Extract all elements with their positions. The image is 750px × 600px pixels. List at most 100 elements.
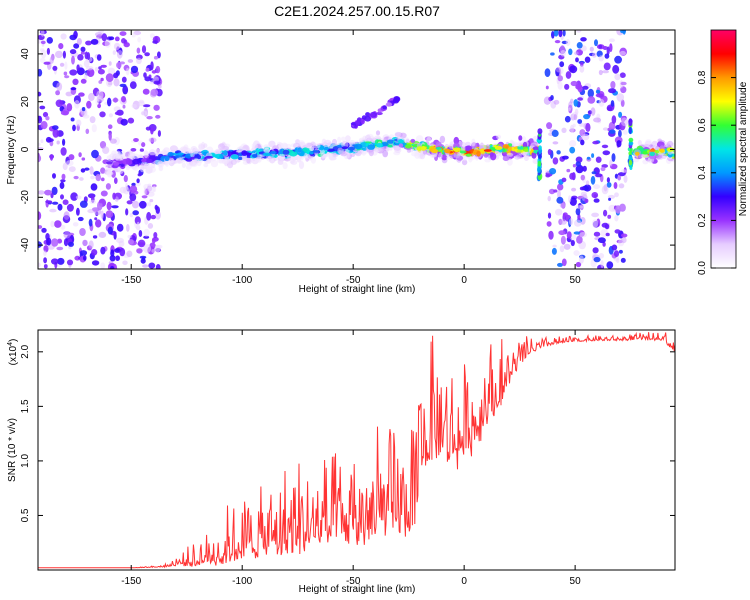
spectrogram-mark-219 xyxy=(40,121,48,130)
spectrogram-mark-472 xyxy=(100,77,104,82)
spectrogram-mark-2451 xyxy=(558,30,563,38)
spectrogram-mark-2386 xyxy=(575,156,583,163)
spectrogram-mark-421 xyxy=(156,88,163,97)
spectrogram-mark-46 xyxy=(72,78,79,86)
spectrogram-mark-483 xyxy=(154,204,158,211)
spectrogram-mark-2503 xyxy=(591,52,597,58)
spectrogram-mark-319 xyxy=(71,55,75,65)
spectrogram-mark-199 xyxy=(77,216,84,222)
spectrogram-mark-298 xyxy=(155,264,161,269)
spectrogram-mark-2319 xyxy=(613,182,618,189)
spectrogram-mark-50 xyxy=(131,200,140,209)
spectrogram-mark-423 xyxy=(60,147,67,156)
spectrogram-mark-531 xyxy=(375,130,381,136)
spectrogram-mark-200 xyxy=(80,78,87,84)
spectrogram-mark-2306 xyxy=(565,71,572,79)
spectrogram-mark-403 xyxy=(49,208,57,213)
spectrogram-mark-2569 xyxy=(611,153,616,162)
spectrogram-mark-54 xyxy=(112,50,116,55)
colorbar-tick-label-1: 0.2 xyxy=(697,213,708,227)
spectrogram-mark-336 xyxy=(113,42,121,51)
spectrogram-mark-114 xyxy=(89,166,94,175)
spectrogram-mark-2808 xyxy=(649,149,656,153)
spectrogram-mark-2029 xyxy=(203,162,209,168)
spectrogram-mark-2227 xyxy=(309,146,314,151)
spectrogram-mark-156 xyxy=(94,217,98,221)
spectrogram-mark-2528 xyxy=(572,164,577,168)
spectrogram-mark-2170 xyxy=(222,150,228,156)
spectrogram-mark-2305 xyxy=(587,88,594,98)
spectrogram-mark-1903 xyxy=(420,149,427,157)
spectrogram-mark-2379 xyxy=(557,183,564,191)
spectrogram-mark-2347 xyxy=(552,157,559,165)
spectrogram-mark-305 xyxy=(73,30,78,39)
spectrogram-mark-89 xyxy=(92,235,98,239)
spectrogram-mark-2484 xyxy=(594,39,598,47)
spectrogram-mark-488 xyxy=(130,65,139,74)
spectrogram-mark-2560 xyxy=(579,232,587,238)
spectrogram-mark-190 xyxy=(60,33,67,40)
spectrogram-mark-2187 xyxy=(217,143,226,151)
spectrogram-mark-2592 xyxy=(549,168,557,175)
spectrogram-mark-254 xyxy=(38,225,43,229)
spectrogram-mark-2087 xyxy=(368,148,374,157)
spectrogram-mark-2593 xyxy=(560,235,566,245)
spectrogram-mark-334 xyxy=(39,57,46,63)
spectrogram-mark-357 xyxy=(70,192,78,201)
spectrogram-mark-2138 xyxy=(205,155,214,159)
colorbar-tick-label-2: 0.4 xyxy=(697,165,708,179)
spectrogram-mark-2192 xyxy=(416,146,423,151)
spectrogram-mark-420 xyxy=(83,59,90,68)
spectrogram-mark-176 xyxy=(126,200,133,205)
spectrogram-mark-2815 xyxy=(653,146,660,151)
spectrogram-mark-2224 xyxy=(397,139,405,143)
spectrogram-mark-395 xyxy=(78,92,85,97)
spectrogram-mark-2145 xyxy=(365,134,371,141)
spectrogram-mark-440 xyxy=(143,228,150,237)
spectrogram-mark-117 xyxy=(157,51,161,59)
spectrogram-mark-306 xyxy=(55,90,60,96)
spectrogram-mark-2148 xyxy=(113,161,120,166)
spectrogram-mark-24 xyxy=(108,61,112,66)
spectrogram-mark-2449 xyxy=(561,127,567,133)
spectrogram-mark-2351 xyxy=(559,245,565,253)
spectrogram-mark-711 xyxy=(532,158,540,164)
spectrogram-mark-459 xyxy=(77,54,84,61)
spectrogram-mark-335 xyxy=(79,228,86,236)
spectrogram-mark-2093 xyxy=(394,147,402,153)
spectrogram-mark-2477 xyxy=(574,51,579,56)
spectrogram-mark-2619 xyxy=(579,186,585,191)
spectrogram-mark-193 xyxy=(146,116,153,120)
spectrogram-mark-406 xyxy=(155,65,161,74)
spectrogram-mark-2513 xyxy=(597,237,606,244)
spectrogram-mark-2467 xyxy=(544,68,551,77)
spectrogram-mark-364 xyxy=(68,154,75,161)
spectrogram-mark-2507 xyxy=(612,64,620,74)
spectrogram-mark-214 xyxy=(63,211,70,220)
spectrogram-mark-2606 xyxy=(567,107,571,112)
spectrogram-mark-2600 xyxy=(608,38,616,43)
spectrogram-mark-1973 xyxy=(506,152,514,157)
spectrogram-mark-255 xyxy=(61,173,66,180)
spectrogram-mark-118 xyxy=(91,149,99,159)
spectrogram-mark-321 xyxy=(114,111,122,116)
spectrogram-mark-1525 xyxy=(411,152,418,157)
spectrogram-mark-218 xyxy=(88,92,95,102)
spectrogram-mark-2182 xyxy=(141,158,147,163)
spectrogram-mark-371 xyxy=(139,200,147,209)
spectrogram-mark-1133 xyxy=(181,162,186,168)
spectrogram-mark-227 xyxy=(98,231,107,238)
spectrogram-mark-2591 xyxy=(556,66,561,73)
spectrogram-mark-2220 xyxy=(444,148,451,154)
spectrogram-mark-280 xyxy=(129,193,137,202)
spectrogram-mark-2472 xyxy=(553,99,560,105)
spectrogram-mark-132 xyxy=(142,88,150,95)
spectrogram-mark-325 xyxy=(108,36,115,41)
spectrogram-mark-342 xyxy=(148,137,157,143)
spectrogram-mark-266 xyxy=(85,128,90,134)
spectrogram-mark-2437 xyxy=(548,230,554,240)
spectrogram-mark-55 xyxy=(130,148,137,152)
spectrogram-mark-2558 xyxy=(616,140,622,148)
spectrogram-mark-2384 xyxy=(593,184,601,190)
spectrogram-mark-202 xyxy=(107,81,113,86)
